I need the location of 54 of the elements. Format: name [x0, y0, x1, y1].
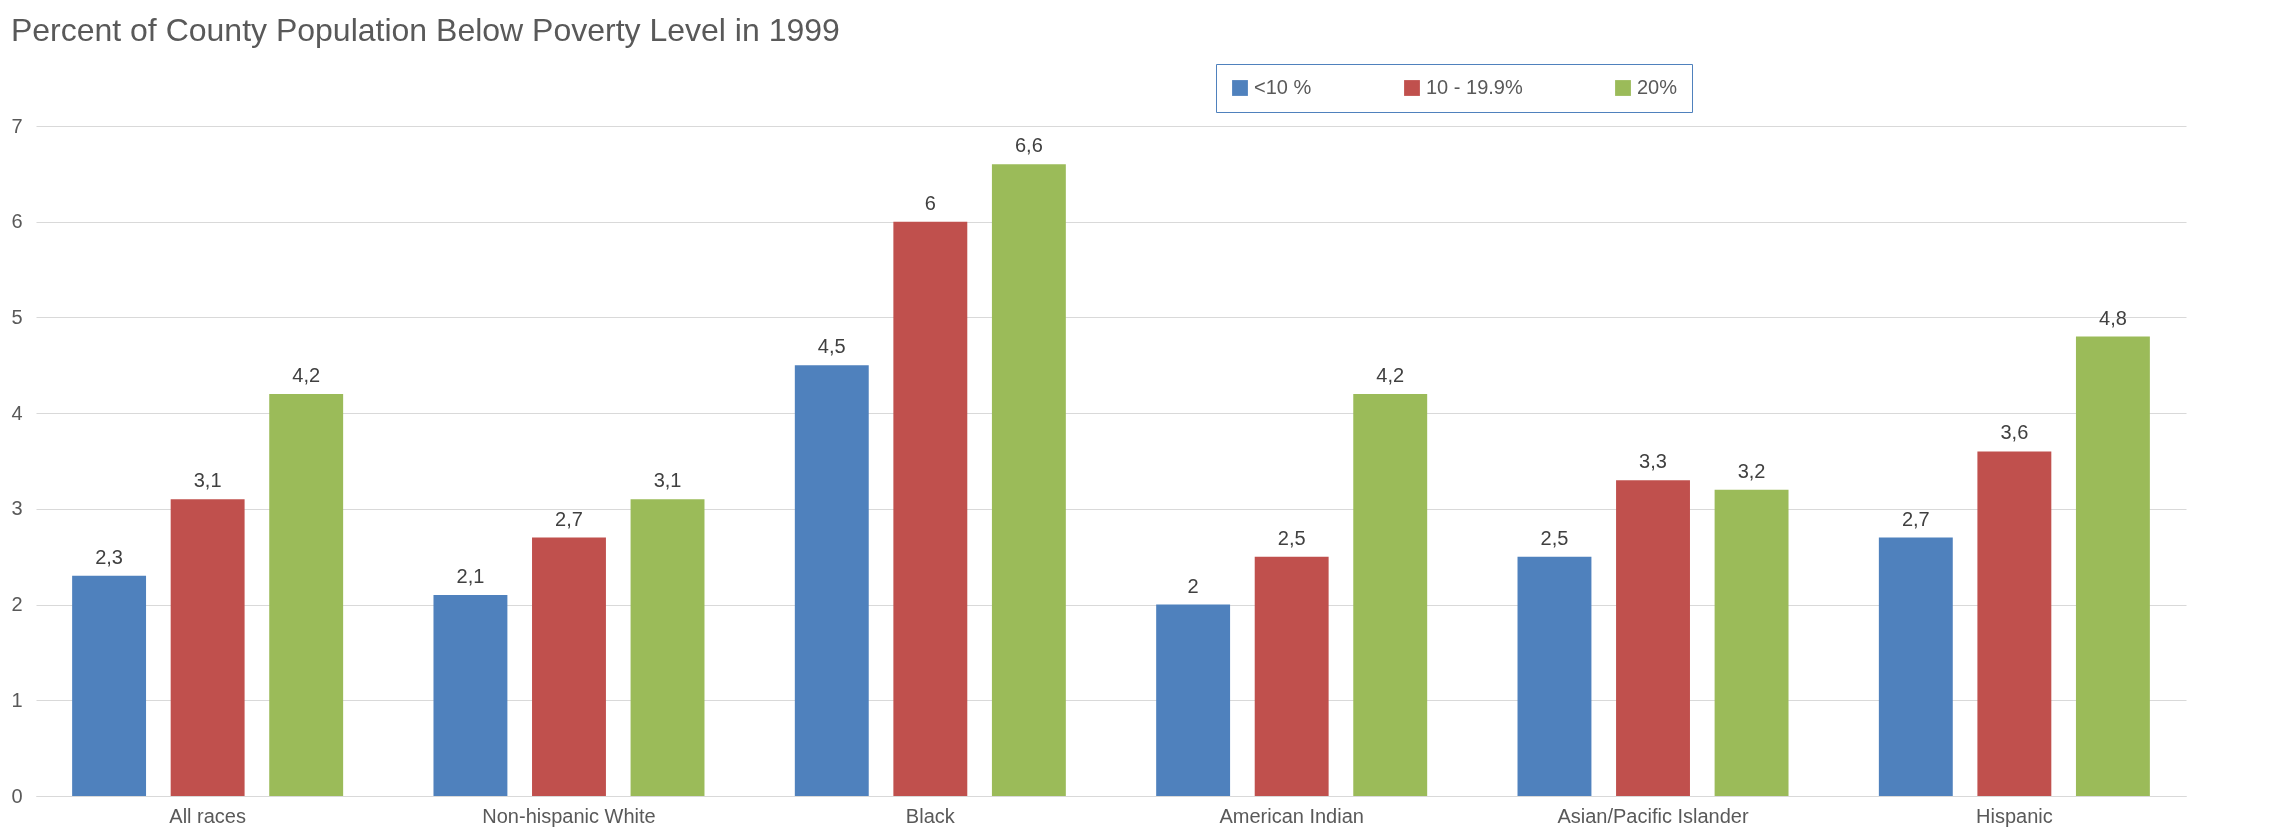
y-tick-label: 7 [11, 114, 23, 137]
y-tick-label: 0 [11, 784, 23, 807]
bar [1878, 537, 1953, 796]
data-label: 2,5 [1277, 526, 1306, 549]
data-label: 2,7 [1901, 507, 1930, 530]
y-tick-label: 1 [11, 688, 23, 711]
bar [532, 537, 606, 796]
bar [433, 595, 508, 796]
bar [1517, 556, 1592, 796]
bar [269, 394, 344, 796]
x-tick-label: Hispanic [1976, 804, 2053, 827]
bar [2075, 336, 2150, 796]
x-tick-label: All races [169, 804, 246, 827]
y-tick-label: 2 [11, 593, 23, 616]
x-tick-label: Asian/Pacific Islander [1557, 804, 1749, 827]
data-label: 2,5 [1540, 526, 1569, 549]
bar [893, 221, 968, 796]
bar [1353, 394, 1428, 796]
y-tick-label: 3 [11, 497, 23, 520]
data-label: 3,6 [2000, 421, 2029, 444]
data-label: 2,7 [555, 507, 583, 530]
bar [1977, 451, 2052, 796]
y-tick-label: 4 [11, 401, 23, 424]
data-label: 3,1 [653, 469, 682, 492]
y-tick-label: 6 [11, 210, 23, 233]
data-label: 6 [924, 191, 936, 214]
data-label: 2,3 [95, 545, 123, 568]
legend-label: 20% [1637, 76, 1678, 98]
legend-label: <10 % [1254, 76, 1312, 98]
data-label: 4,8 [2099, 306, 2127, 329]
data-label: 4,2 [292, 364, 321, 386]
x-tick-label: Non-hispanic White [482, 804, 656, 827]
legend-label: 10 - 19.9% [1426, 76, 1523, 98]
chart-title: Percent of County Population Below Poverty Level in 1999 [10, 11, 840, 48]
bar [1254, 556, 1329, 796]
bar [1616, 480, 1690, 796]
data-label: 3,3 [1639, 450, 1667, 473]
data-label: 3,1 [193, 469, 222, 492]
data-label: 6,6 [1014, 134, 1043, 157]
x-tick-label: Black [905, 804, 956, 827]
bar [630, 499, 705, 796]
x-tick-label: American Indian [1219, 804, 1364, 827]
bar [72, 575, 147, 796]
bar [991, 164, 1066, 796]
bar [794, 365, 869, 796]
data-label: 4,5 [817, 335, 846, 358]
y-tick-label: 5 [11, 305, 23, 328]
bar [1714, 489, 1789, 796]
data-label: 3,2 [1737, 459, 1766, 482]
data-label: 2,1 [456, 565, 485, 587]
data-label: 2 [1187, 574, 1199, 597]
bar [170, 499, 245, 796]
bar [1156, 604, 1231, 796]
data-label: 4,2 [1376, 364, 1405, 386]
